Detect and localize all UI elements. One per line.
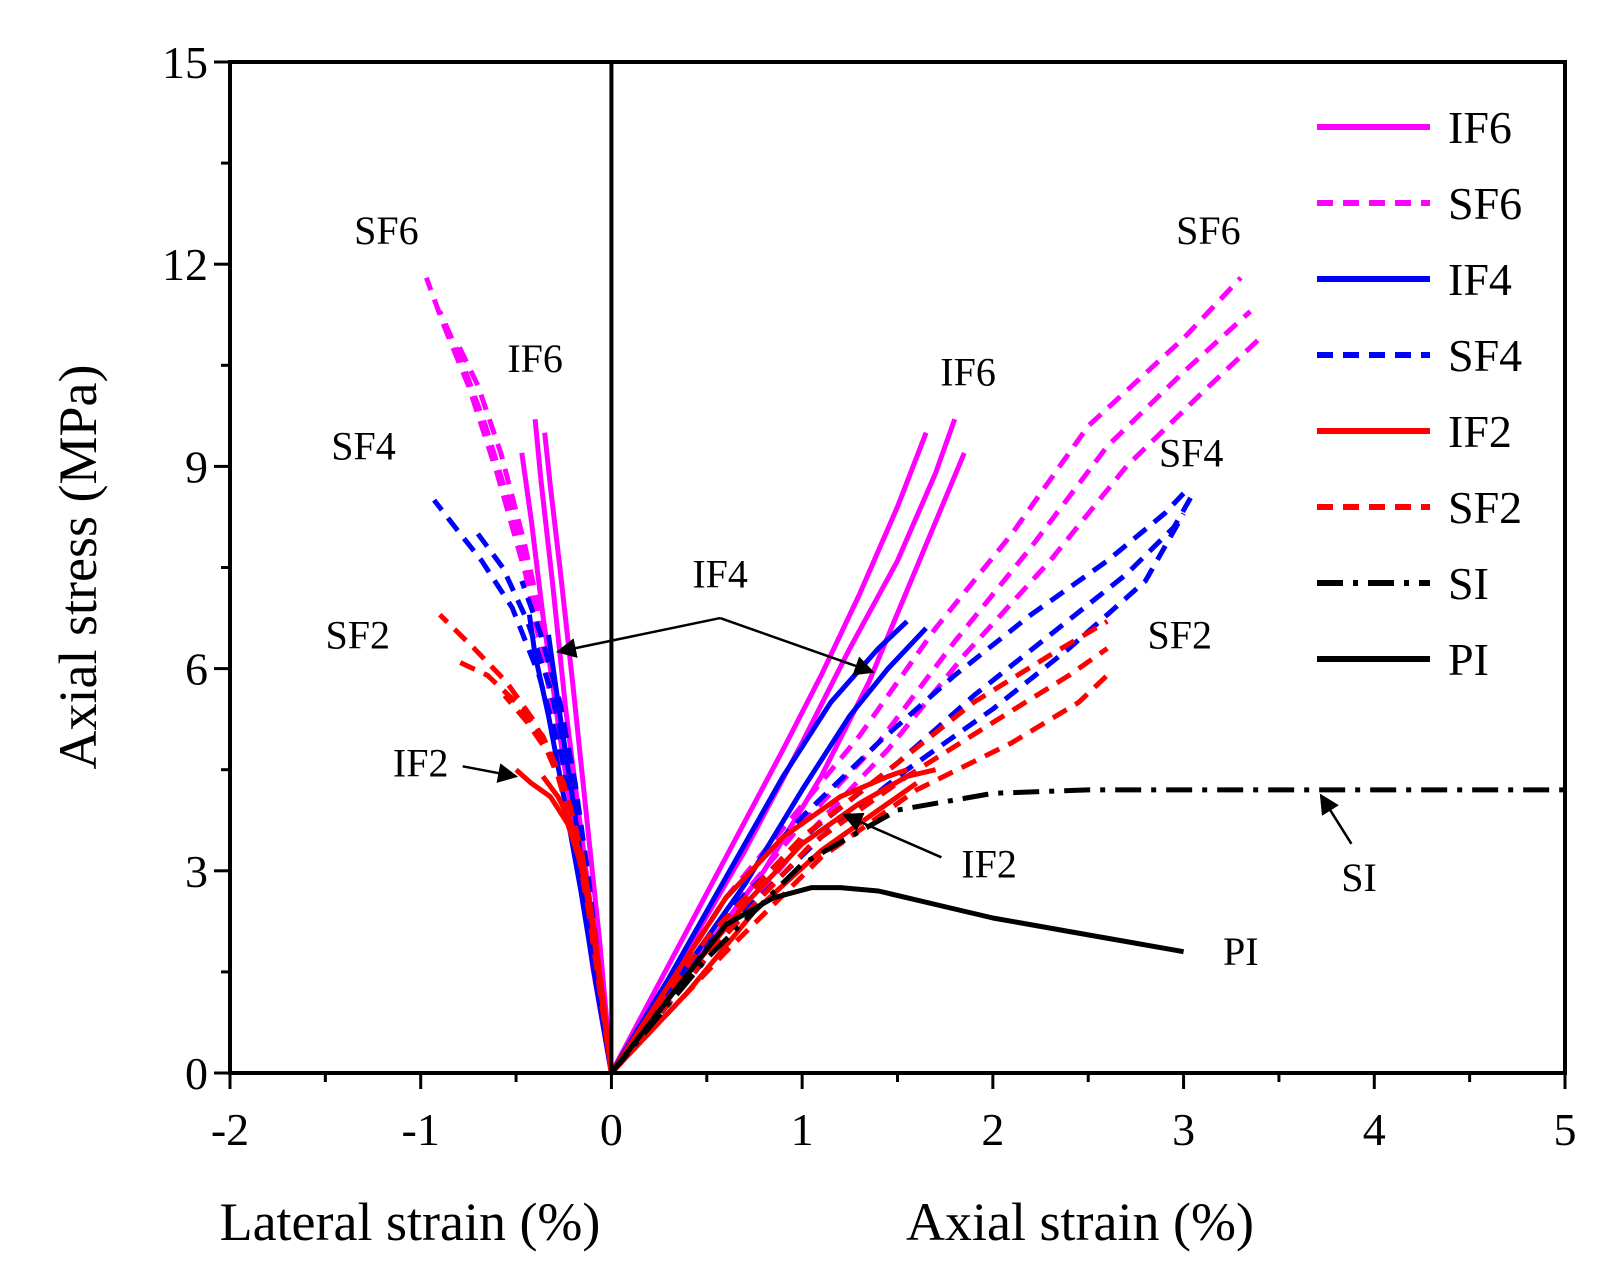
x-tick-label: 3 (1172, 1104, 1195, 1155)
series-sf6-curve-2 (609, 309, 1252, 1075)
annotation-arrow (1319, 793, 1353, 845)
legend-label-if6: IF6 (1448, 102, 1512, 153)
annotation-sf4: SF4 (331, 424, 396, 469)
y-tick-label: 0 (185, 1048, 208, 1099)
annotation-arrow (462, 763, 519, 783)
legend-label-if2: IF2 (1448, 406, 1512, 457)
x-axis-title-axial: Axial strain (%) (906, 1192, 1254, 1252)
annotation-sf6: SF6 (1176, 208, 1241, 253)
annotation-if2: IF2 (393, 740, 449, 785)
x-tick-label: -2 (211, 1104, 249, 1155)
annotation-if2: IF2 (961, 842, 1017, 887)
x-tick-label: 2 (981, 1104, 1004, 1155)
series-sf2-curve-6 (502, 693, 614, 1074)
series-sf4-curve-6 (519, 580, 614, 1074)
annotation-si: SI (1341, 855, 1377, 900)
series-if6-curve-6 (542, 432, 614, 1074)
series-if6-curve-1 (609, 431, 929, 1075)
annotation-if6: IF6 (507, 336, 563, 381)
annotation-sf2: SF2 (1148, 612, 1213, 657)
series-if6-curve-3 (609, 451, 967, 1075)
y-tick-label: 3 (185, 846, 208, 897)
x-axis-title-lateral: Lateral strain (%) (220, 1192, 601, 1252)
annotation-arrow (556, 616, 721, 658)
x-tick-label: -1 (402, 1104, 440, 1155)
annotation-pi: PI (1223, 929, 1259, 974)
annotation-if4: IF4 (692, 552, 748, 597)
series-sf2-curve-5 (457, 659, 614, 1074)
axes-layer (228, 60, 1567, 1075)
x-tick-label: 1 (791, 1104, 814, 1155)
legend-label-sf2: SF2 (1448, 482, 1522, 533)
curves-layer (424, 275, 1565, 1075)
annotation-arrow (842, 812, 942, 859)
series-si-curve-1 (609, 787, 1565, 1075)
series-if4-curve-1 (609, 619, 909, 1075)
series-sf2-curve-1 (609, 619, 1109, 1075)
series-if2-curve-1 (609, 767, 908, 1075)
legend-label-sf6: SF6 (1448, 178, 1522, 229)
legend-label-si: SI (1448, 558, 1489, 609)
annotation-sf6: SF6 (354, 208, 419, 253)
annotation-sf4: SF4 (1159, 430, 1224, 475)
series-sf2-curve-2 (609, 646, 1109, 1075)
y-tick-label: 15 (162, 37, 208, 88)
series-sf6-curve-4 (424, 276, 614, 1074)
annotation-layer: SF6 IF6 SF4 SF2 IF2 IF4 IF6 SF6 SF4 SF2 IF2 SI PI (326, 208, 1377, 974)
y-tick-label: 9 (185, 441, 208, 492)
series-sf6-curve-5 (437, 310, 614, 1074)
legend-label-if4: IF4 (1448, 254, 1512, 305)
annotation-if6: IF6 (940, 350, 996, 395)
legend-label-sf4: SF4 (1448, 330, 1522, 381)
x-tick-label: 0 (600, 1104, 623, 1155)
y-axis-title: Axial stress (MPa) (48, 365, 108, 770)
legend: IF6 SF6 IF4 SF4 IF2 SF2 SI PI (1317, 102, 1522, 685)
annotation-arrow (719, 616, 875, 676)
series-if4-curve-3 (526, 614, 614, 1074)
series-sf4-curve-3 (609, 512, 1186, 1075)
x-tick-label: 5 (1554, 1104, 1577, 1155)
x-tick-label: 4 (1363, 1104, 1386, 1155)
annotation-sf2: SF2 (326, 612, 391, 657)
series-pi-curve-1 (609, 885, 1185, 1075)
series-sf2-curve-4 (438, 612, 614, 1074)
legend-label-pi: PI (1448, 634, 1489, 685)
series-sf6-curve-6 (452, 337, 614, 1074)
series-sf2-curve-3 (609, 673, 1110, 1075)
y-tick-label: 12 (162, 239, 208, 290)
plot-frame (228, 60, 1567, 1075)
y-tick-label: 6 (185, 644, 208, 695)
